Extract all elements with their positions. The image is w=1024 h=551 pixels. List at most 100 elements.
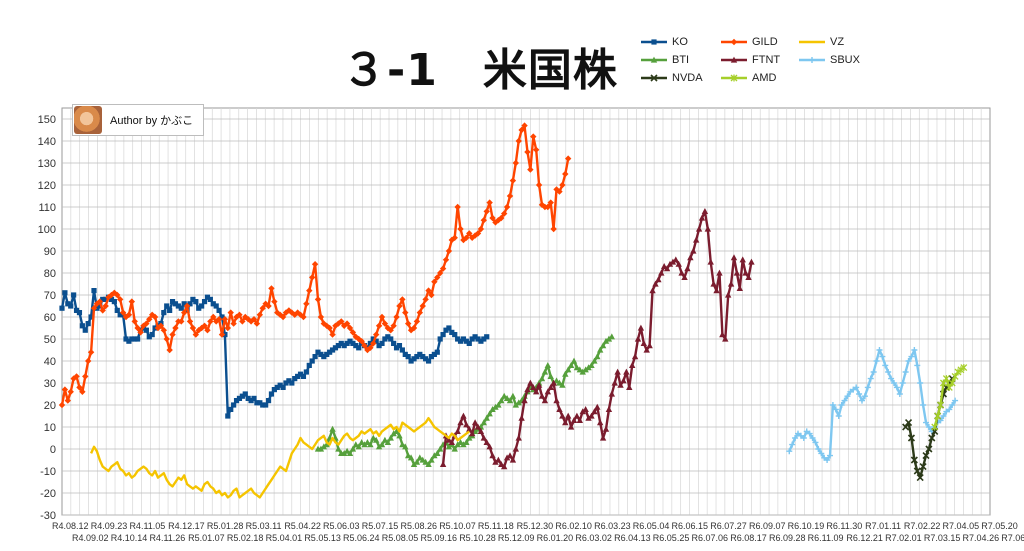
- legend-item-bti: BTI: [640, 54, 689, 66]
- ko-point: [393, 345, 400, 351]
- ko-point: [126, 338, 132, 344]
- x-tick-label: R7.02.01: [885, 533, 922, 543]
- ko-point: [79, 323, 85, 329]
- ftnt-point: [608, 390, 616, 397]
- ko-point: [388, 336, 394, 342]
- bti-point: [419, 456, 426, 463]
- amd-point: [960, 364, 968, 372]
- nvda-point: [928, 434, 936, 442]
- gild-point: [498, 214, 505, 222]
- ftnt-point: [658, 269, 665, 276]
- bti-point: [605, 335, 613, 342]
- sbux-point: [899, 380, 906, 386]
- bti-point: [460, 441, 467, 448]
- gild-point: [87, 349, 95, 356]
- y-tick-label: 20: [44, 400, 56, 412]
- ftnt-point: [626, 384, 633, 390]
- x-tick-label: R7.04.05: [943, 521, 980, 531]
- legend-label: KO: [672, 36, 688, 48]
- sbux-point: [911, 347, 918, 353]
- ko-point: [73, 307, 80, 313]
- ftnt-point: [739, 256, 746, 263]
- nvda-point: [913, 467, 921, 475]
- x-tick-label: R5.06.24: [343, 533, 380, 543]
- sbux-point: [893, 384, 900, 391]
- bti-point: [352, 441, 360, 448]
- ko-point: [341, 343, 347, 349]
- ko-point: [455, 336, 461, 342]
- gild-point: [189, 324, 197, 332]
- gild-point: [76, 384, 83, 391]
- sbux-point: [925, 424, 932, 430]
- gild-point: [90, 305, 98, 312]
- ftnt-point: [690, 247, 697, 254]
- ko-point: [481, 336, 487, 342]
- ko-point: [332, 345, 339, 351]
- gild-point: [527, 166, 534, 173]
- sbux-point: [829, 402, 836, 408]
- ko-point: [117, 312, 123, 318]
- ftnt-point: [512, 445, 520, 452]
- ko-point: [108, 296, 115, 302]
- nvda-point: [904, 419, 913, 427]
- gild-point: [119, 309, 127, 316]
- ko-point: [437, 336, 443, 342]
- ftnt-point: [562, 419, 569, 426]
- bti-point: [579, 368, 586, 375]
- gild-point: [375, 322, 383, 329]
- gild-point: [70, 375, 77, 382]
- ko-point: [344, 340, 350, 346]
- gild-point: [349, 329, 357, 336]
- ko-point: [71, 292, 77, 298]
- x-tick-label: R6.05.04: [633, 521, 670, 531]
- x-tick-label: R6.09.07: [749, 521, 786, 531]
- x-tick-label: R6.07.06: [692, 533, 729, 543]
- ftnt-point: [722, 335, 729, 342]
- y-tick-label: 140: [38, 136, 56, 148]
- sbux-point: [917, 380, 924, 386]
- ko-point: [271, 387, 277, 393]
- ftnt-point: [660, 263, 668, 269]
- x-tick-label: R6.04.13: [614, 533, 651, 543]
- gild-point: [451, 234, 458, 241]
- gild-point: [253, 320, 261, 327]
- series-ko: [59, 288, 490, 419]
- ko-point: [97, 303, 103, 309]
- ko-point: [123, 336, 129, 342]
- x-tick-label: R6.10.19: [788, 521, 825, 531]
- x-tick-label: R6.03.02: [575, 533, 612, 543]
- gild-point: [559, 181, 566, 189]
- ko-point: [132, 336, 138, 342]
- ftnt-point: [695, 225, 703, 232]
- ko-point: [428, 354, 435, 360]
- x-tick-label: R7.02.22: [904, 521, 941, 531]
- gild-point: [303, 300, 310, 307]
- gild-point: [564, 155, 572, 162]
- ftnt-point: [687, 254, 694, 261]
- ko-point: [423, 356, 429, 362]
- gild-point: [439, 265, 447, 272]
- ftnt-point: [663, 265, 671, 272]
- ko-point: [76, 310, 83, 316]
- ftnt-point: [614, 368, 621, 375]
- gild-point: [448, 236, 456, 244]
- x-tick-label: R5.01.07: [188, 533, 225, 543]
- bti-point: [454, 441, 461, 448]
- gild-point: [506, 192, 514, 200]
- sbux-point: [841, 397, 848, 404]
- sbux-point: [859, 397, 865, 404]
- ko-point: [277, 382, 283, 388]
- ftnt-point: [646, 342, 653, 349]
- ko-point: [434, 349, 440, 355]
- ko-point: [420, 354, 426, 360]
- x-tick-label: R4.12.17: [168, 521, 205, 531]
- bti-point: [384, 439, 392, 445]
- ko-point: [236, 395, 243, 401]
- ftnt-point: [439, 461, 447, 467]
- bti-point: [451, 445, 458, 452]
- gild-point: [399, 296, 406, 303]
- ftnt-point: [483, 439, 490, 445]
- gild-point: [532, 146, 540, 153]
- series-ftnt: [439, 208, 755, 470]
- gild-point: [434, 274, 441, 281]
